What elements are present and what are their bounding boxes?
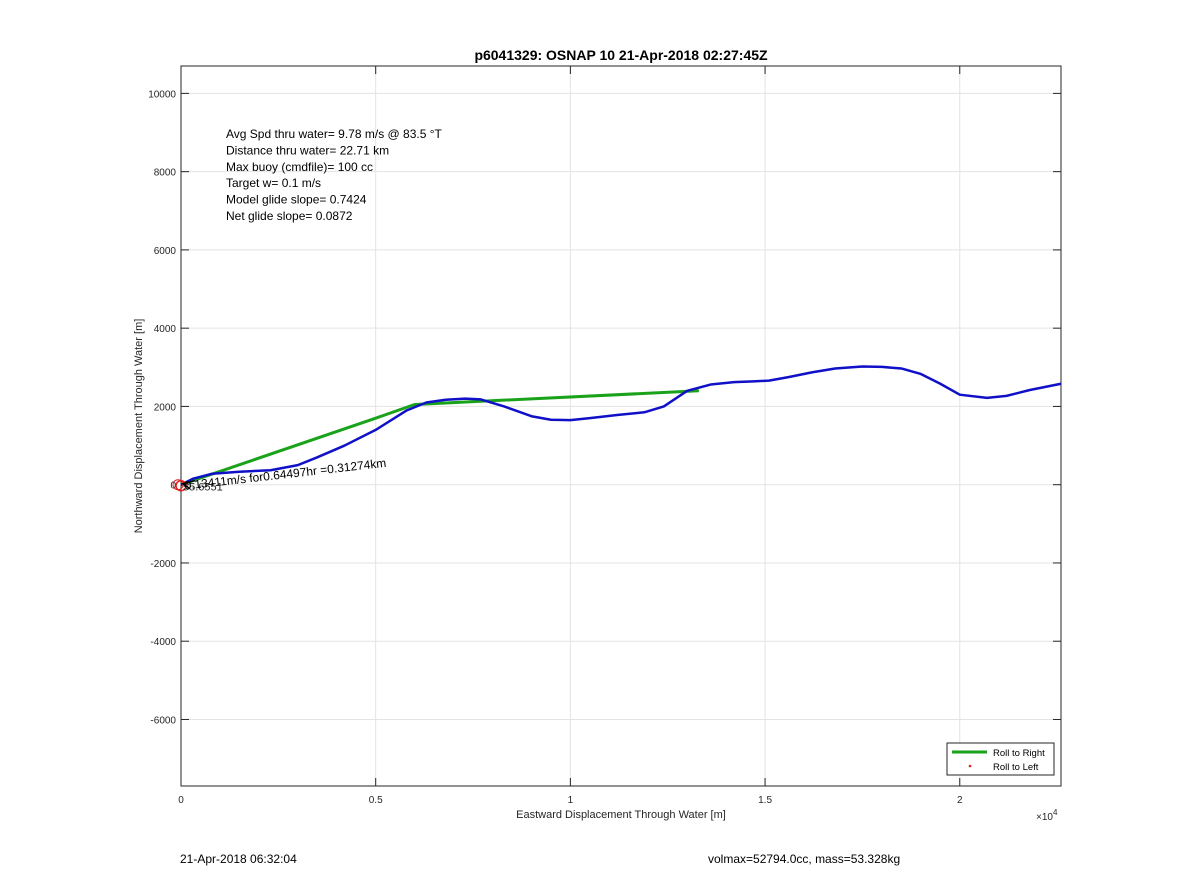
x-tick-label: 2 — [957, 795, 963, 806]
chart-title: p6041329: OSNAP 10 21-Apr-2018 02:27:45Z — [474, 47, 768, 63]
x-tick-label: 0 — [178, 795, 184, 806]
annotation-text: Distance thru water= 22.71 km — [226, 143, 389, 157]
y-tick-label: 10000 — [148, 89, 176, 100]
plot-background — [181, 66, 1061, 786]
legend-label-roll-to-right: Roll to Right — [993, 748, 1045, 759]
annotation-text: Max buoy (cmdfile)= 100 cc — [226, 160, 373, 174]
annotation-text: Model glide slope= 0.7424 — [226, 193, 367, 207]
y-axis-label: Northward Displacement Through Water [m] — [133, 319, 145, 534]
y-tick-label: 6000 — [154, 246, 177, 257]
footer-volmax-mass: volmax=52794.0cc, mass=53.328kg — [708, 852, 901, 866]
x-tick-label: 1.5 — [758, 795, 772, 806]
y-tick-label: 8000 — [154, 168, 177, 179]
series-line-roll-to-right — [180, 389, 699, 487]
x-tick-label: 0.5 — [369, 795, 383, 806]
x-exponent-label: ×104 — [1036, 808, 1058, 823]
annotation-text: Net glide slope= 0.0872 — [226, 209, 353, 223]
y-tick-label: -4000 — [150, 637, 176, 648]
y-tick-label: 2000 — [154, 402, 177, 413]
current-arrow — [181, 479, 196, 490]
y-tick-label: -6000 — [150, 715, 176, 726]
legend-label-roll-to-left: Roll to Left — [993, 762, 1039, 773]
y-tick-label: -2000 — [150, 559, 176, 570]
annotation-text: Target w= 0.1 m/s — [226, 176, 321, 190]
series-line-track — [180, 365, 1062, 486]
x-axis-label: Eastward Displacement Through Water [m] — [516, 809, 726, 821]
legend-box — [946, 742, 1055, 776]
x-tick-label: 1 — [568, 795, 574, 806]
y-tick-label: 4000 — [154, 324, 177, 335]
annotation-text: Avg Spd thru water= 9.78 m/s @ 83.5 °T — [226, 127, 443, 141]
legend-swatch-roll-to-left — [968, 764, 972, 768]
arrow-label-overlap: 55.6551 — [183, 482, 223, 494]
axes-box — [180, 65, 1062, 787]
footer-timestamp: 21-Apr-2018 06:32:04 — [180, 852, 297, 866]
